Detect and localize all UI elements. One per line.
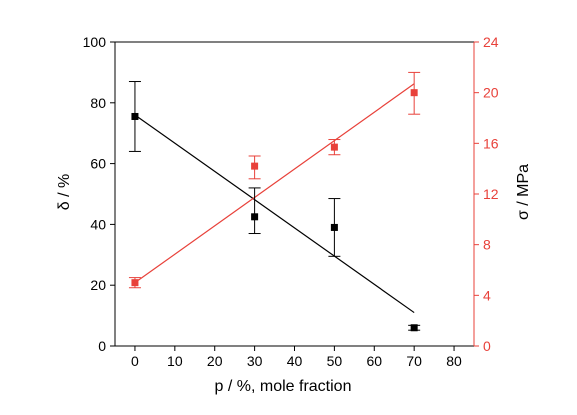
x-tick-label: 60 xyxy=(366,353,382,369)
y-left-tick-label: 100 xyxy=(83,34,107,50)
y-right-tick-label: 4 xyxy=(483,287,491,303)
y-right-tick-label: 24 xyxy=(483,34,499,50)
y-left-tick-label: 0 xyxy=(98,338,106,354)
y-right-tick-label: 12 xyxy=(483,186,499,202)
x-axis-label: p / %, mole fraction xyxy=(215,378,352,395)
x-tick-label: 80 xyxy=(446,353,462,369)
data-point-right xyxy=(410,89,418,97)
data-point-left xyxy=(330,223,338,231)
y-left-tick-label: 60 xyxy=(90,156,106,172)
data-point-left xyxy=(131,112,139,120)
y-left-tick-label: 20 xyxy=(90,277,106,293)
x-tick-label: 20 xyxy=(207,353,223,369)
data-point-right xyxy=(330,143,338,151)
fit-line-right xyxy=(134,83,415,284)
y-left-tick-label: 40 xyxy=(90,216,106,232)
x-tick-label: 10 xyxy=(167,353,183,369)
plot-frame xyxy=(114,41,475,347)
x-tick-label: 0 xyxy=(131,353,139,369)
axis-ticks xyxy=(110,41,479,351)
x-tick-label: 30 xyxy=(247,353,263,369)
y-right-tick-label: 16 xyxy=(483,135,499,151)
y-right-tick-label: 8 xyxy=(483,237,491,253)
data-point-right xyxy=(251,162,259,170)
y-axis-right-label: σ / MPa xyxy=(515,164,532,220)
y-axis-left-label: δ / % xyxy=(56,174,73,210)
x-tick-label: 70 xyxy=(406,353,422,369)
data-point-right xyxy=(131,279,139,287)
x-tick-label: 50 xyxy=(327,353,343,369)
fit-line-left xyxy=(134,114,415,314)
data-markers xyxy=(131,89,418,332)
data-point-left xyxy=(251,213,259,221)
y-right-tick-label: 20 xyxy=(483,85,499,101)
data-point-left xyxy=(410,324,418,332)
x-tick-label: 40 xyxy=(287,353,303,369)
y-right-tick-label: 0 xyxy=(483,338,491,354)
tick-labels: 0 10 20 30 40 50 60 70 80 0 20 40 60 80 100 0 4 8 12 16 20 24 xyxy=(83,34,499,369)
y-left-tick-label: 80 xyxy=(90,95,106,111)
fit-lines xyxy=(134,83,415,314)
